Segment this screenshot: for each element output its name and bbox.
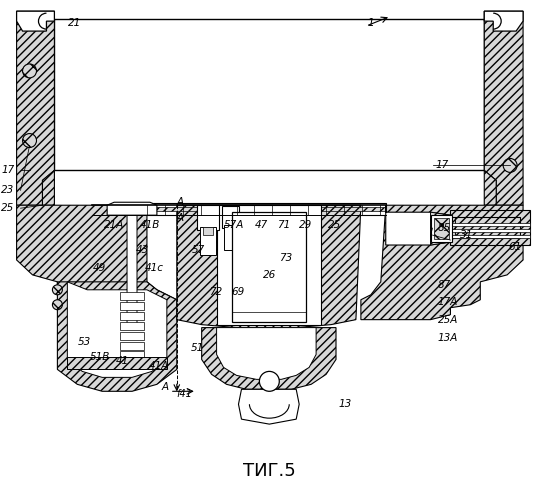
Bar	[120, 292, 144, 300]
Bar	[451, 229, 530, 232]
Bar	[223, 225, 237, 250]
Bar	[451, 223, 530, 226]
Polygon shape	[110, 210, 154, 330]
Text: 73: 73	[279, 253, 292, 263]
Polygon shape	[42, 170, 54, 205]
Polygon shape	[361, 205, 523, 320]
Circle shape	[259, 372, 279, 392]
Polygon shape	[386, 205, 451, 245]
Text: 26: 26	[263, 270, 276, 280]
Circle shape	[53, 285, 62, 295]
Polygon shape	[238, 390, 299, 424]
Polygon shape	[107, 202, 157, 215]
Text: 21A: 21A	[104, 220, 124, 230]
Polygon shape	[17, 11, 54, 205]
Text: 41: 41	[115, 356, 129, 366]
Text: 25: 25	[2, 203, 14, 213]
Bar	[67, 358, 167, 370]
Polygon shape	[177, 205, 361, 328]
Circle shape	[503, 158, 517, 172]
Text: 13: 13	[338, 399, 352, 409]
Polygon shape	[431, 212, 455, 245]
Text: 61: 61	[508, 242, 521, 252]
Bar	[433, 218, 449, 239]
Text: 57A: 57A	[223, 220, 244, 230]
Bar	[147, 203, 386, 215]
Text: 71: 71	[277, 220, 290, 230]
Text: A: A	[176, 213, 183, 223]
Bar	[120, 332, 144, 340]
Text: 85: 85	[438, 223, 451, 233]
Text: 17: 17	[2, 166, 14, 175]
Text: f41: f41	[177, 390, 193, 400]
Polygon shape	[67, 282, 167, 378]
Text: A: A	[176, 197, 183, 207]
Text: 87: 87	[438, 280, 451, 290]
Bar	[216, 205, 321, 324]
Text: 72: 72	[209, 287, 222, 297]
Text: 25A: 25A	[438, 314, 458, 324]
Bar	[120, 312, 144, 320]
Text: 41B: 41B	[140, 220, 160, 230]
Text: 49: 49	[92, 263, 106, 273]
Text: 43: 43	[135, 245, 149, 255]
Polygon shape	[484, 11, 523, 31]
Polygon shape	[57, 282, 177, 392]
Text: 17A: 17A	[438, 296, 458, 306]
Polygon shape	[17, 205, 177, 320]
Circle shape	[23, 134, 37, 147]
Text: 31: 31	[460, 230, 474, 240]
Text: 29: 29	[299, 220, 312, 230]
Text: 41c: 41c	[144, 263, 163, 273]
Text: 69: 69	[231, 287, 244, 297]
Text: ΤИГ.5: ΤИГ.5	[243, 462, 296, 480]
Bar	[231, 212, 306, 322]
Polygon shape	[202, 328, 336, 390]
Text: 17: 17	[436, 160, 449, 170]
Circle shape	[53, 300, 62, 310]
Polygon shape	[484, 170, 496, 205]
Bar	[120, 342, 144, 349]
Text: 1: 1	[367, 18, 374, 28]
Text: 25: 25	[329, 220, 342, 230]
Bar	[120, 352, 144, 360]
Polygon shape	[451, 210, 530, 245]
Bar	[431, 215, 452, 242]
Circle shape	[23, 64, 37, 78]
Text: 53: 53	[78, 336, 91, 346]
Text: 23: 23	[2, 186, 14, 196]
Bar	[197, 205, 219, 230]
Polygon shape	[17, 11, 54, 31]
Text: 47: 47	[255, 220, 268, 230]
Bar	[120, 322, 144, 330]
Text: A: A	[161, 382, 169, 392]
Bar	[202, 227, 213, 235]
Text: 41A: 41A	[149, 362, 169, 372]
Polygon shape	[216, 328, 316, 380]
Bar	[147, 207, 386, 211]
Bar	[120, 302, 144, 310]
Bar	[200, 227, 215, 255]
Text: 21: 21	[68, 18, 81, 28]
Bar	[222, 206, 240, 228]
Text: 57: 57	[192, 245, 205, 255]
Bar	[451, 235, 530, 238]
Text: 51B: 51B	[90, 352, 111, 362]
Text: 51: 51	[191, 342, 204, 352]
Polygon shape	[484, 11, 523, 205]
Bar	[54, 19, 484, 171]
Text: 13A: 13A	[438, 332, 458, 342]
